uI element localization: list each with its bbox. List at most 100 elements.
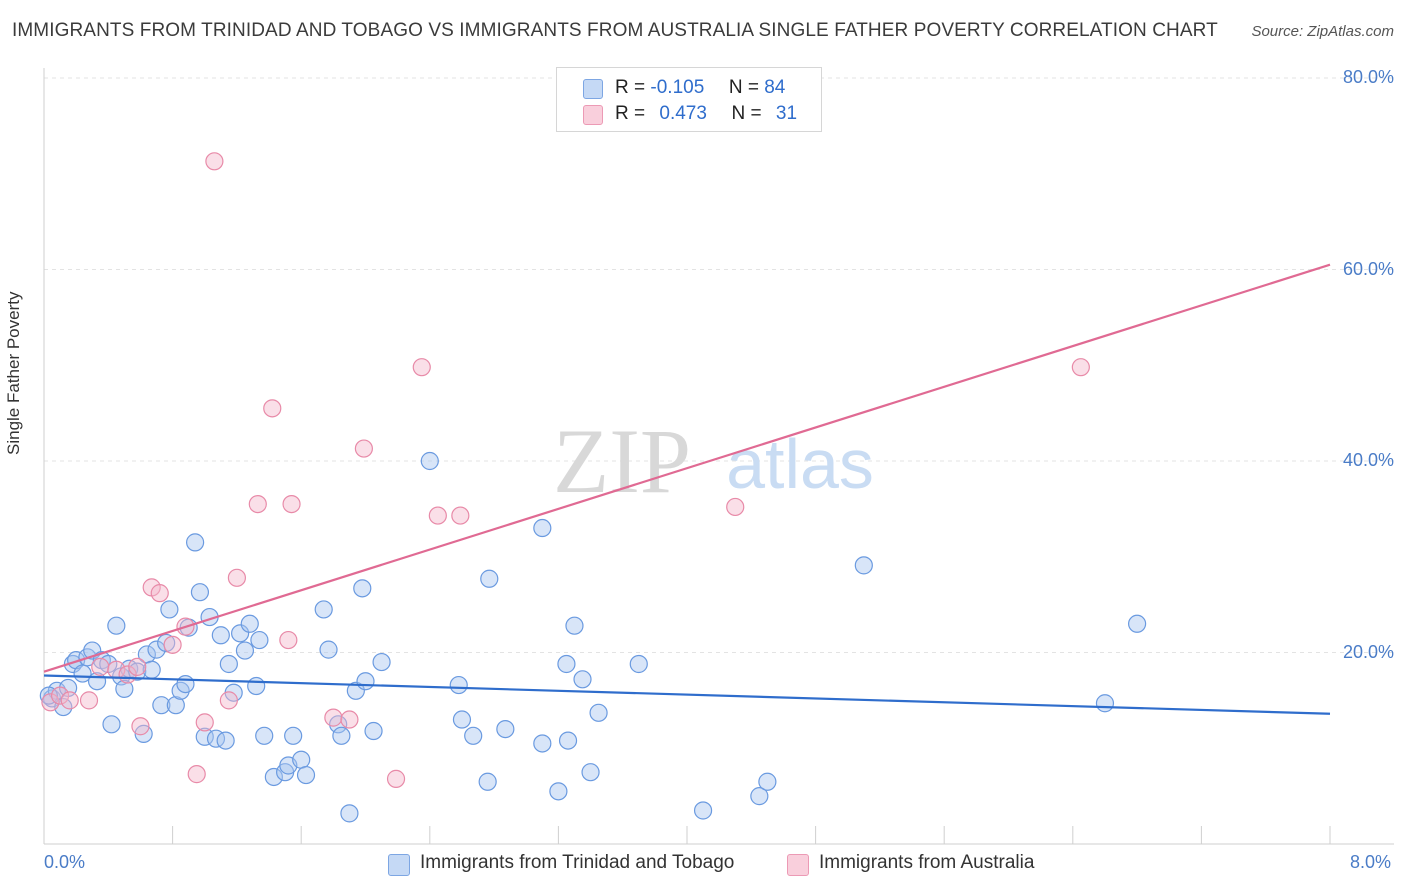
- legend-r-value: 0.473: [659, 103, 707, 124]
- legend-swatch-australia: [583, 105, 603, 125]
- point-trinidad: [629, 654, 648, 674]
- point-trinidad: [176, 674, 195, 694]
- x-tick-min: 0.0%: [44, 852, 86, 872]
- point-australia: [195, 713, 214, 732]
- point-trinidad: [353, 579, 372, 598]
- bottom-legend-swatch-australia: [787, 854, 809, 876]
- point-trinidad: [319, 640, 338, 659]
- bottom-legend-label-trinidad: Immigrants from Trinidad and Tobago: [420, 852, 735, 873]
- point-australia: [386, 769, 406, 788]
- point-trinidad: [573, 670, 592, 689]
- y-tick-label: 60.0%: [1342, 258, 1394, 279]
- watermark-zip: ZIP: [553, 410, 691, 512]
- point-trinidad: [420, 451, 439, 471]
- legend-n-label: N =: [728, 77, 759, 98]
- point-trinidad: [558, 731, 578, 750]
- point-trinidad: [186, 533, 205, 552]
- trend-line-australia: [43, 263, 1331, 673]
- point-trinidad: [219, 654, 238, 674]
- legend-n-value: 84: [764, 77, 786, 98]
- bottom-legend-trinidad: Immigrants from Trinidad and Tobago: [388, 852, 735, 876]
- trend-lines: [43, 263, 1331, 715]
- point-australia: [50, 686, 70, 705]
- point-trinidad: [372, 652, 391, 672]
- point-trinidad: [449, 675, 468, 695]
- point-trinidad: [332, 726, 351, 745]
- point-trinidad: [533, 518, 552, 538]
- point-trinidad: [255, 726, 274, 745]
- legend-r-label: R =: [615, 103, 646, 124]
- point-australia: [227, 568, 246, 587]
- point-trinidad: [296, 765, 316, 785]
- bottom-legend-swatch-trinidad: [388, 854, 410, 876]
- point-australia: [428, 506, 447, 525]
- point-australia: [340, 710, 359, 729]
- point-australia: [60, 691, 79, 710]
- point-australia: [150, 584, 169, 603]
- point-australia: [205, 152, 224, 171]
- point-trinidad: [314, 600, 333, 619]
- point-australia: [726, 497, 745, 517]
- point-australia: [279, 630, 298, 650]
- y-tick-label: 20.0%: [1342, 641, 1394, 662]
- y-tick-label: 40.0%: [1342, 450, 1394, 470]
- point-trinidad: [452, 710, 472, 729]
- legend-r-value: -0.105: [650, 77, 705, 98]
- point-trinidad: [235, 641, 255, 660]
- point-australia: [354, 439, 373, 458]
- point-trinidad: [478, 772, 497, 791]
- point-australia: [282, 494, 301, 514]
- legend-n-value: 31: [775, 103, 798, 124]
- point-australia: [163, 635, 182, 654]
- point-trinidad: [340, 804, 359, 823]
- point-trinidad: [565, 616, 584, 635]
- point-trinidad: [533, 734, 552, 753]
- point-trinidad: [758, 772, 777, 791]
- point-australia: [41, 693, 60, 712]
- point-trinidad: [581, 763, 600, 782]
- point-trinidad: [195, 727, 214, 746]
- chart-title: IMMIGRANTS FROM TRINIDAD AND TOBAGO VS I…: [12, 20, 1218, 41]
- point-australia: [187, 765, 206, 784]
- grid-lines: [44, 77, 1394, 653]
- point-trinidad: [107, 616, 126, 635]
- point-trinidad: [231, 624, 250, 643]
- point-trinidad: [549, 782, 568, 801]
- point-australia: [248, 494, 267, 514]
- point-trinidad: [1127, 614, 1147, 633]
- point-trinidad: [190, 583, 210, 602]
- legend-r-label: R =: [615, 77, 646, 98]
- x-tick-max: 8.0%: [1350, 852, 1392, 872]
- legend: R = -0.105 N = 84 R = 0.473 N = 31: [556, 67, 822, 132]
- point-trinidad: [211, 626, 230, 645]
- y-tick-label: 80.0%: [1342, 67, 1394, 87]
- point-australia: [131, 717, 150, 736]
- point-trinidad: [364, 721, 383, 741]
- point-trinidad: [264, 767, 283, 787]
- point-trinidad: [250, 630, 269, 650]
- point-trinidad: [240, 614, 259, 633]
- point-trinidad: [160, 600, 179, 619]
- point-australia: [324, 708, 343, 727]
- point-australia: [451, 506, 470, 525]
- point-australia: [1071, 358, 1090, 377]
- point-trinidad: [247, 676, 266, 696]
- point-australia: [79, 691, 99, 710]
- point-trinidad: [292, 750, 311, 769]
- watermark-atlas: atlas: [726, 425, 874, 503]
- point-trinidad: [464, 726, 483, 745]
- point-australia: [263, 399, 282, 418]
- legend-swatch-trinidad: [583, 79, 603, 99]
- point-australia: [128, 657, 147, 676]
- point-australia: [91, 657, 110, 676]
- point-trinidad: [854, 556, 873, 575]
- point-trinidad: [216, 731, 235, 750]
- point-trinidad: [157, 633, 176, 653]
- point-trinidad: [102, 715, 121, 734]
- point-australia: [412, 358, 431, 377]
- legend-n-label: N =: [731, 103, 762, 124]
- point-trinidad: [166, 696, 185, 715]
- trend-line-trinidad: [43, 674, 1331, 715]
- data-points: [39, 152, 1147, 823]
